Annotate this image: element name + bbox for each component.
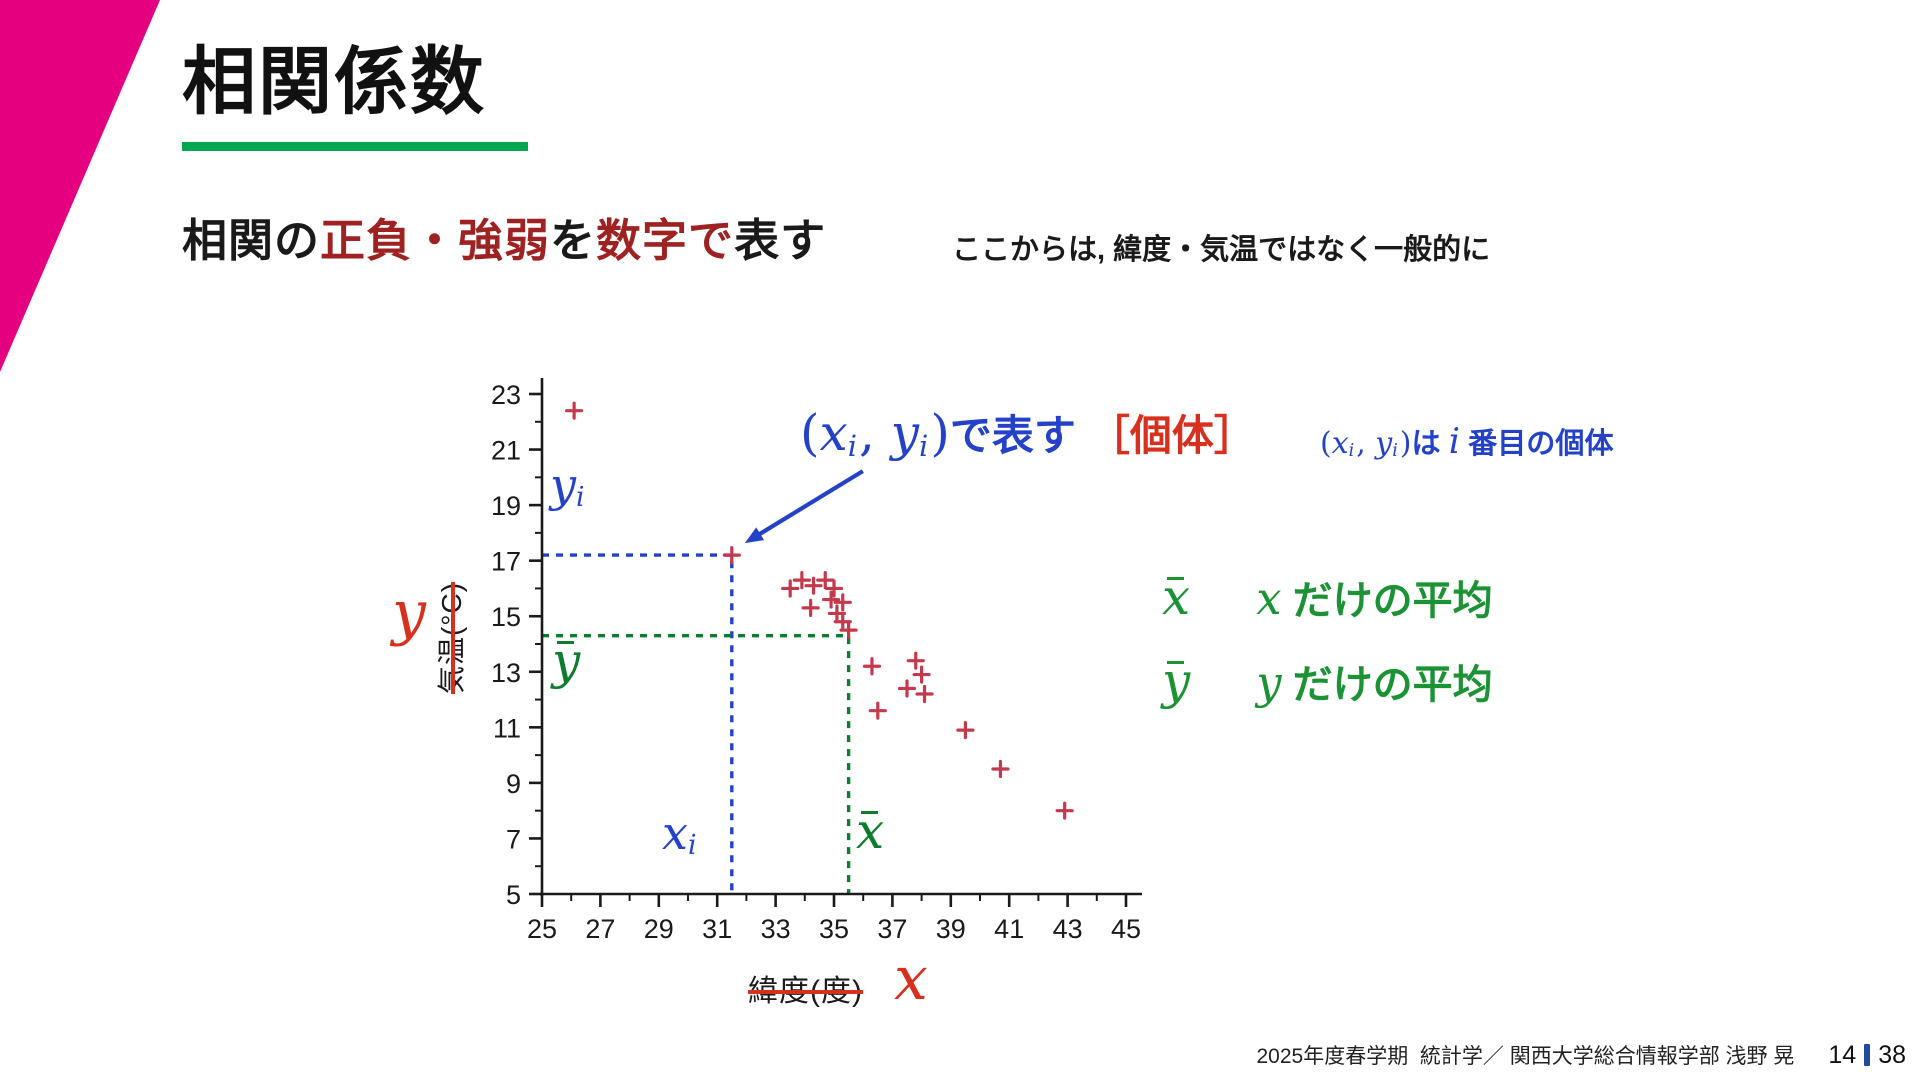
text-segment: を [550, 215, 597, 266]
text-segment: i [847, 428, 857, 463]
label-yi: yi [550, 458, 587, 513]
page-current: 14 [1828, 1040, 1857, 1069]
label-x-variable: x [894, 944, 928, 1014]
text-segment: で表す [949, 412, 1076, 459]
svg-text:23: 23 [491, 380, 521, 410]
label-xi: xi [662, 806, 698, 861]
text-segment: ( [800, 404, 820, 462]
svg-text:9: 9 [506, 769, 521, 799]
text-segment: , [859, 404, 891, 462]
text-segment: i [1448, 421, 1461, 462]
svg-text:45: 45 [1111, 914, 1141, 944]
text-segment: , [1356, 426, 1376, 461]
text-segment: は [1411, 428, 1449, 460]
text-segment: ) [930, 404, 950, 462]
corner-decoration [0, 0, 160, 372]
svg-text:13: 13 [491, 658, 521, 688]
heading-note: ここからは, 緯度・気温ではなく一般的に [952, 234, 1491, 266]
text-segment: 番目の個体 [1460, 428, 1614, 460]
svg-text:41: 41 [994, 914, 1024, 944]
svg-text:33: 33 [761, 914, 791, 944]
x-axis-title-text: 緯度(度) [748, 975, 863, 1008]
text-segment: x [1331, 426, 1349, 461]
label-y-mean: y [552, 632, 580, 690]
y-axis-title-text: 気温(°C) [436, 581, 467, 695]
mean-legend: x x だけの平均 y y だけの平均 [1162, 568, 1493, 736]
label-y-variable: y [392, 578, 426, 648]
text-segment: i [1392, 441, 1398, 462]
annotation-individual: (xi, yi)で表す ［個体］ [800, 402, 1256, 463]
svg-text:15: 15 [491, 602, 521, 632]
text-segment: x [819, 404, 848, 462]
y-axis-title: 気温(°C) [430, 582, 470, 694]
text-segment: i [576, 482, 585, 514]
svg-text:7: 7 [506, 824, 521, 854]
text-segment: i [919, 428, 929, 463]
svg-text:11: 11 [493, 713, 521, 743]
page-title: 相関係数 [182, 40, 486, 123]
svg-text:35: 35 [819, 914, 849, 944]
footer: 2025年度春学期 統計学／ 関西大学総合情報学部 浅野 晃 14 38 [1256, 1040, 1906, 1070]
page-separator [1864, 1044, 1871, 1066]
annotation-individual-note: (xi, yi)は i 番目の個体 [1320, 420, 1614, 462]
page-total: 38 [1878, 1040, 1906, 1069]
text-segment: y [552, 632, 581, 690]
text-segment: y [1256, 656, 1282, 709]
text-segment: だけの平均 [1281, 579, 1493, 623]
scatter-plot: 5 7 9 11 13 15 17 19 21 23 25 27 29 31 33 35 37 39 41 43 45 [491, 378, 1142, 944]
x-axis-title: 緯度(度) [748, 966, 863, 1010]
page-number: 14 38 [1828, 1041, 1906, 1070]
mean-x-row: x x だけの平均 [1162, 568, 1493, 626]
heading: 相関の正負・強弱を数字で表す [182, 204, 826, 269]
text-segment: x [1162, 568, 1191, 626]
text-segment: だけの平均 [1281, 663, 1493, 707]
text-segment: ) [1399, 426, 1412, 461]
svg-text:25: 25 [527, 914, 557, 944]
text-segment: 表す [734, 215, 827, 266]
svg-text:5: 5 [506, 880, 521, 910]
svg-text:39: 39 [936, 914, 966, 944]
text-segment: i [687, 830, 697, 862]
text-segment: ( [1320, 426, 1332, 461]
svg-text:17: 17 [491, 547, 521, 577]
label-x-mean: x [856, 802, 884, 860]
svg-text:19: 19 [491, 491, 521, 521]
text-segment: y [1162, 652, 1191, 710]
text-segment: x [1256, 572, 1282, 625]
svg-text:21: 21 [491, 436, 521, 466]
text-segment: i [1348, 441, 1355, 462]
title-underline [182, 142, 528, 151]
svg-text:43: 43 [1053, 914, 1083, 944]
text-segment: x [662, 806, 688, 860]
text-segment: ［個体］ [1087, 412, 1256, 459]
mean-y-row: y y だけの平均 [1162, 652, 1493, 710]
svg-text:37: 37 [877, 914, 907, 944]
text-segment: 数字で [596, 215, 735, 266]
svg-text:29: 29 [644, 914, 674, 944]
svg-text:31: 31 [702, 914, 732, 944]
text-segment: y [890, 404, 920, 462]
text-segment: y [1375, 426, 1393, 461]
text-segment: 相関の [182, 215, 321, 266]
text-segment: 正負・強弱 [320, 215, 551, 266]
text-segment: x [856, 802, 885, 860]
text-segment: y [550, 458, 576, 512]
svg-text:27: 27 [585, 914, 615, 944]
footer-credit: 2025年度春学期 統計学／ 関西大学総合情報学部 浅野 晃 [1256, 1045, 1795, 1068]
